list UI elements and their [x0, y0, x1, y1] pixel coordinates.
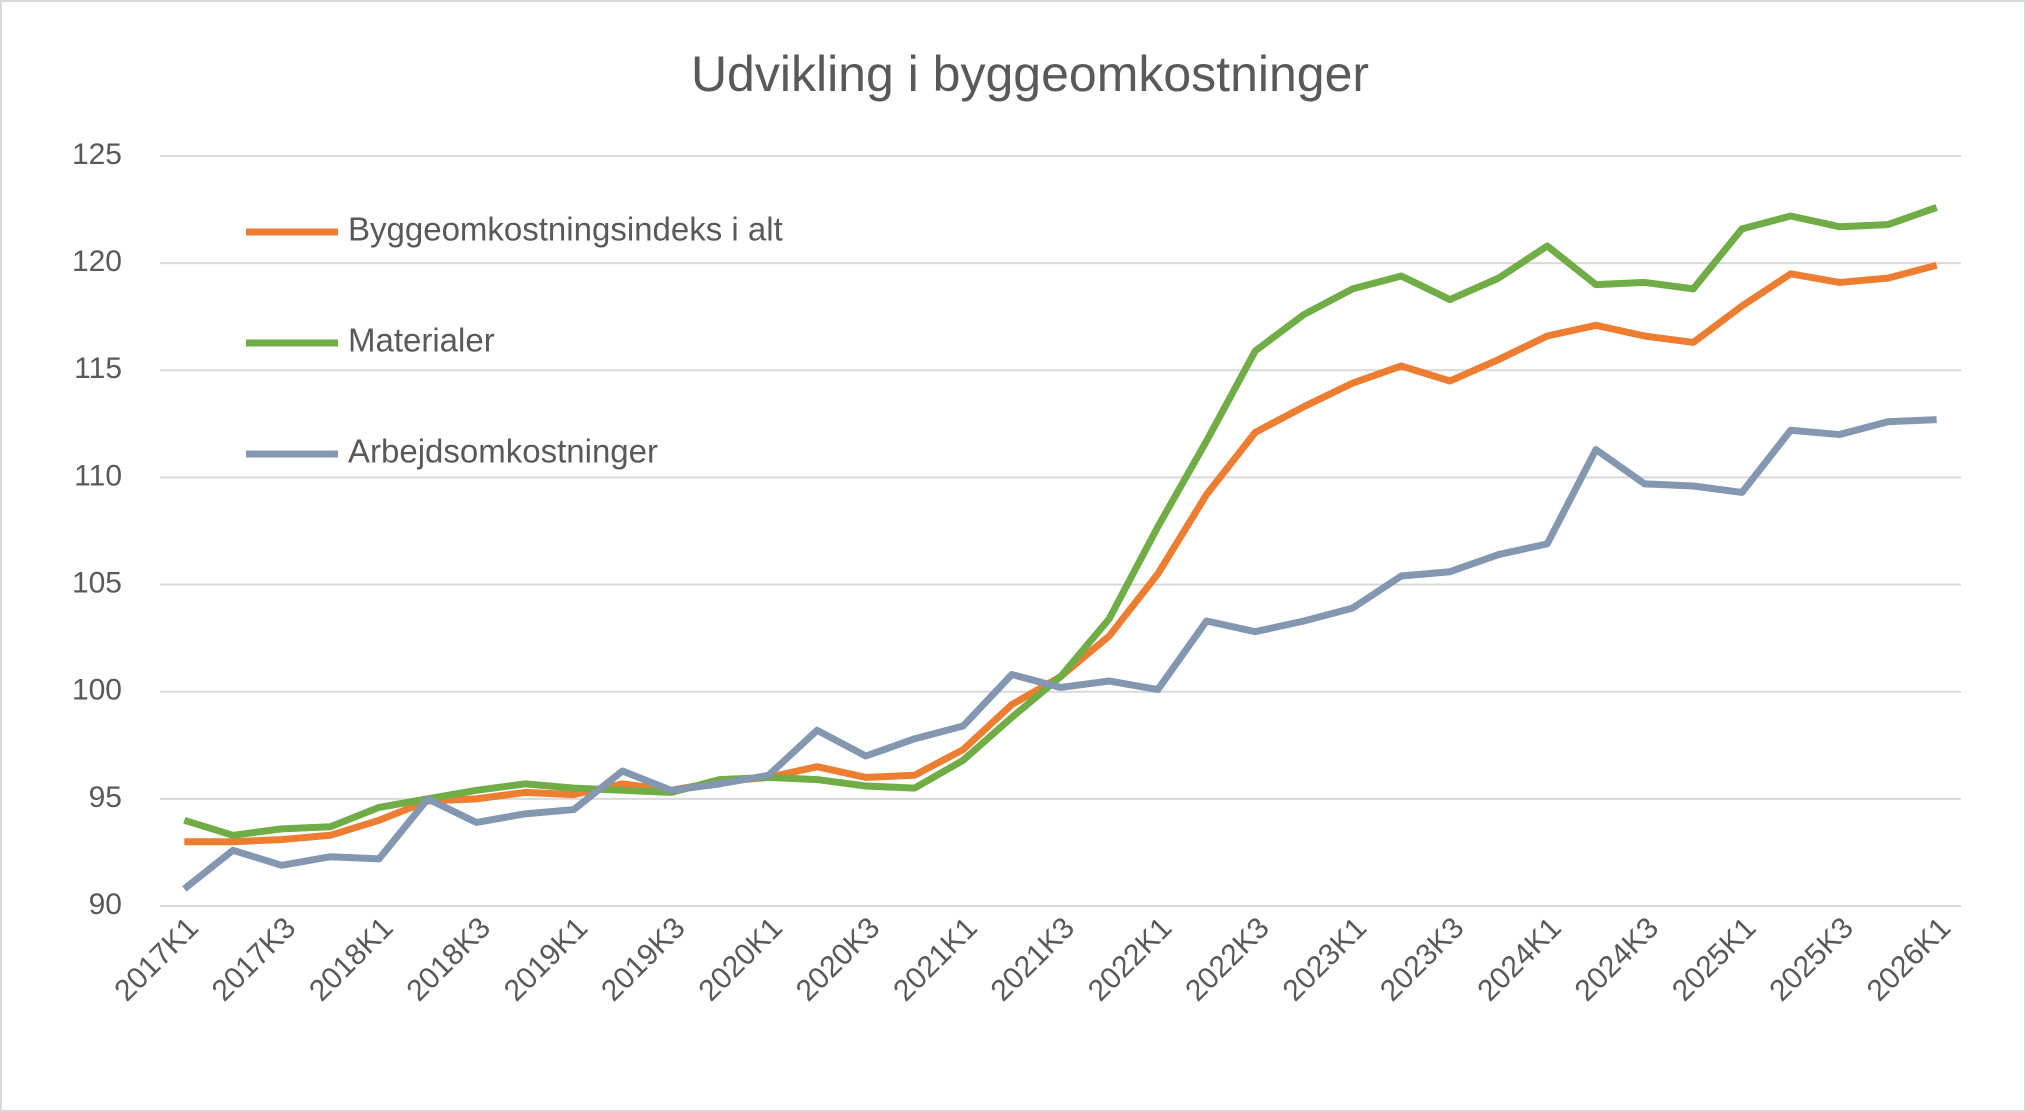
y-tick-label: 115	[74, 352, 122, 385]
y-tick-label: 100	[72, 674, 122, 707]
legend-label: Materialer	[348, 322, 495, 359]
y-tick-label: 95	[89, 781, 122, 814]
chart-title: Udvikling i byggeomkostninger	[691, 46, 1369, 102]
legend-label: Byggeomkostningsindeks i alt	[348, 211, 783, 248]
series-line	[182, 416, 1937, 892]
y-tick-label: 90	[89, 888, 122, 921]
y-tick-label: 105	[72, 566, 122, 599]
series-line	[183, 204, 1938, 839]
legend-label: Arbejdsomkostninger	[348, 433, 658, 470]
y-tick-label: 125	[72, 138, 122, 171]
y-tick-label: 110	[74, 459, 122, 492]
y-tick-label: 120	[72, 245, 122, 278]
